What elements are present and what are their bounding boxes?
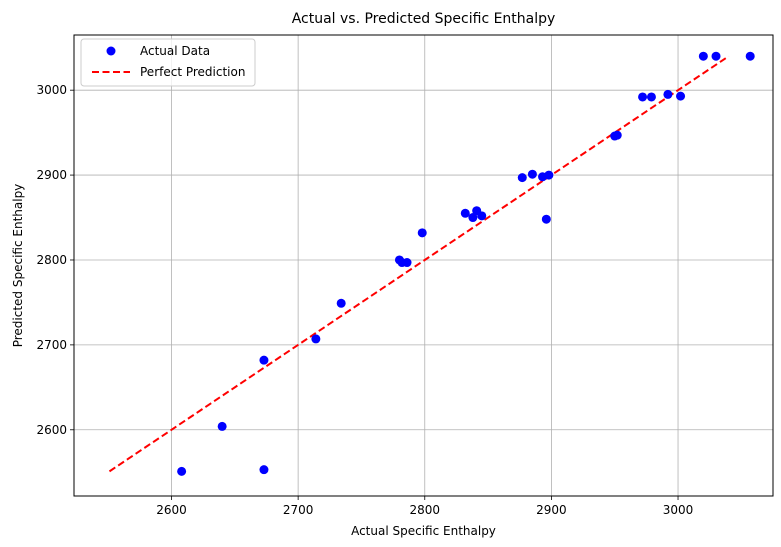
data-point [745,51,755,61]
data-point [646,92,656,102]
data-point [638,92,648,102]
legend-box [80,38,256,87]
legend-label-perfect-prediction: Perfect Prediction [140,65,245,79]
y-tick-label: 3000 [36,83,67,97]
y-tick-label: 2700 [36,338,67,352]
grid [74,35,773,496]
legend-marker-actual-data [106,46,116,56]
data-point [477,211,487,221]
data-point [259,355,269,365]
x-tick-label: 3000 [663,503,694,517]
data-point [544,170,554,180]
data-point [527,169,537,179]
data-point [517,173,527,183]
data-point [311,334,321,344]
y-tick-label: 2800 [36,253,67,267]
x-tick-label: 2600 [156,503,187,517]
x-tick-label: 2700 [283,503,314,517]
y-tick-label: 2600 [36,423,67,437]
x-axis-label: Actual Specific Enthalpy [351,524,496,538]
x-tick-label: 2800 [409,503,440,517]
legend: Actual Data Perfect Prediction [80,38,256,87]
perfect-prediction-line [108,55,730,473]
ticks: 2600 2700 2800 2900 3000 2600 2700 2800 2900 3000 [36,83,693,517]
data-point [217,421,227,431]
y-axis-label: Predicted Specific Enthalpy [11,184,25,348]
data-point [336,298,346,308]
legend-label-actual-data: Actual Data [140,44,210,58]
data-points [177,51,755,476]
data-point [468,213,478,223]
data-point [417,228,427,238]
plot-frame [73,34,774,497]
data-point [541,214,551,224]
chart-title: Actual vs. Predicted Specific Enthalpy [292,11,556,27]
data-point [698,51,708,61]
data-point [663,89,673,99]
data-point [612,130,622,140]
y-tick-label: 2900 [36,168,67,182]
data-point [676,91,686,101]
perfect-prediction-line-segment [108,55,730,473]
data-point [460,208,470,218]
data-point [711,51,721,61]
data-point [177,466,187,476]
data-point [402,258,412,268]
x-tick-label: 2900 [536,503,567,517]
data-point [259,465,269,475]
